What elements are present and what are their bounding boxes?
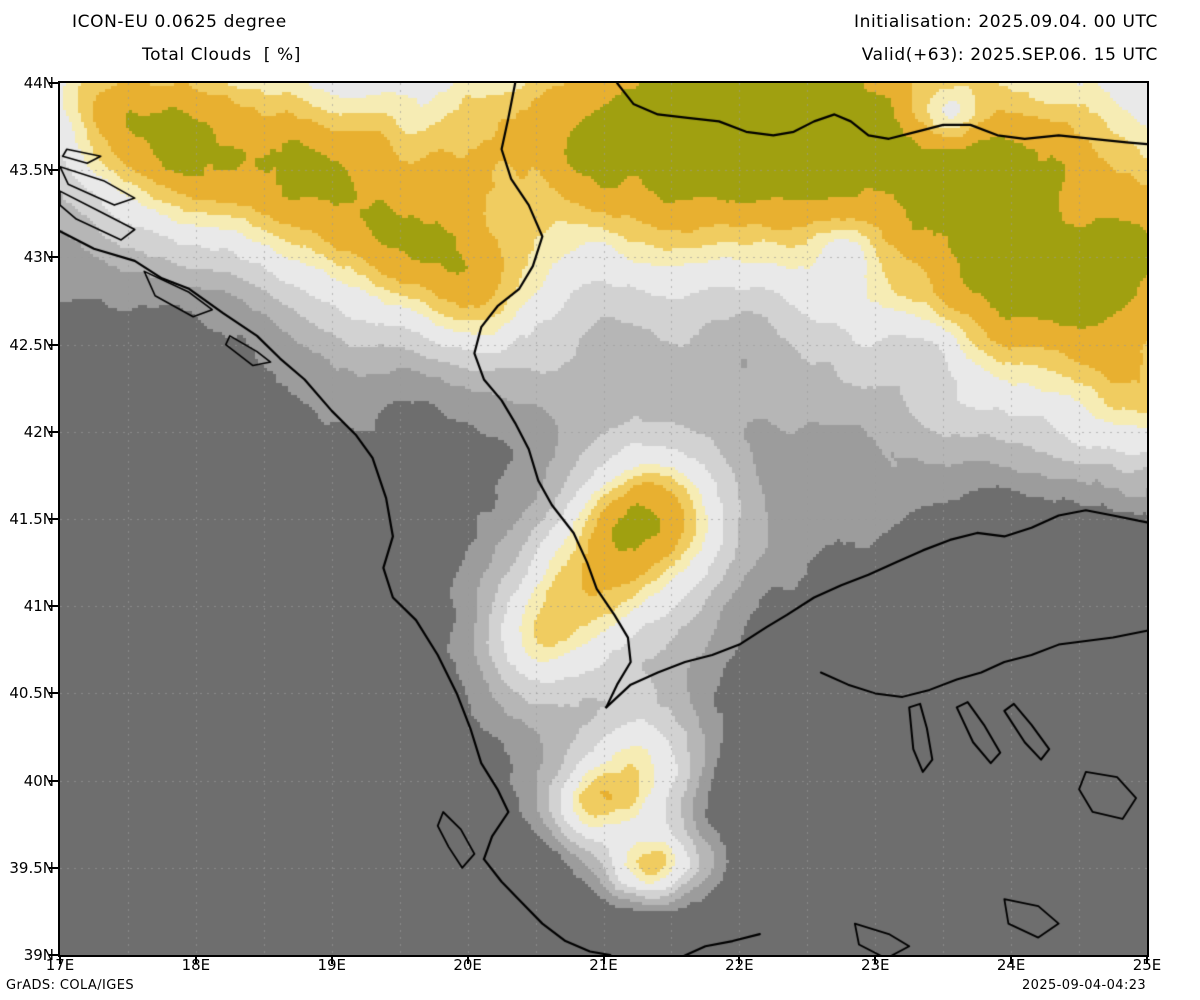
y-axis-label: 43.5N [9,161,54,180]
y-axis-tick [49,866,58,869]
y-axis-label: 39N [23,946,54,964]
x-axis-label: 17E [45,956,75,974]
y-axis-tick [49,692,58,695]
initialisation-time: Initialisation: 2025.09.04. 00 UTC [853,12,1158,32]
grads-credit: GrADS: COLA/IGES [6,978,134,993]
y-axis-label: 44N [23,74,54,92]
y-axis-tick [49,779,58,782]
y-axis-label: 41N [23,597,54,616]
field-title: Total Clouds [ %] [142,45,301,65]
y-axis-tick [49,430,58,433]
y-axis-tick [49,343,58,346]
y-axis-label: 43N [23,248,54,267]
x-axis-tick [874,955,877,964]
x-axis-label: 24E [996,956,1026,974]
x-axis-tick [602,955,605,964]
y-axis-tick [49,605,58,608]
y-axis-label: 42.5N [9,335,54,354]
x-axis-label: 23E [860,956,890,974]
x-axis-label: 18E [181,956,211,974]
y-axis-label: 40.5N [9,684,54,703]
render-timestamp: 2025-09-04-04:23 [1022,978,1147,993]
cloud-cover-heatmap [60,83,1147,955]
valid-time: Valid(+63): 2025.SEP.06. 15 UTC [861,45,1158,65]
y-axis-label: 41.5N [9,510,54,528]
x-axis-tick [1146,955,1148,964]
y-axis-tick [49,169,58,172]
y-axis-tick [49,82,58,84]
y-axis-label: 42N [23,422,54,441]
x-axis-label: 25E [1132,956,1162,974]
x-axis-tick [330,955,333,964]
x-axis-tick [1010,955,1013,964]
x-axis-label: 19E [317,956,347,974]
x-axis-tick [59,955,61,964]
map-plot-area [58,81,1149,957]
y-axis-label: 39.5N [9,858,54,877]
y-axis-tick [49,256,58,259]
x-axis-label: 20E [453,956,482,974]
x-axis-tick [194,955,197,964]
x-axis-tick [738,955,741,964]
x-axis-label: 21E [589,956,618,974]
y-axis-tick [49,518,58,520]
y-axis-label: 40N [23,771,54,790]
x-axis-label: 22E [725,956,754,974]
model-title: ICON-EU 0.0625 degree [72,12,287,32]
x-axis-tick [466,955,469,964]
y-axis-tick [49,954,58,956]
